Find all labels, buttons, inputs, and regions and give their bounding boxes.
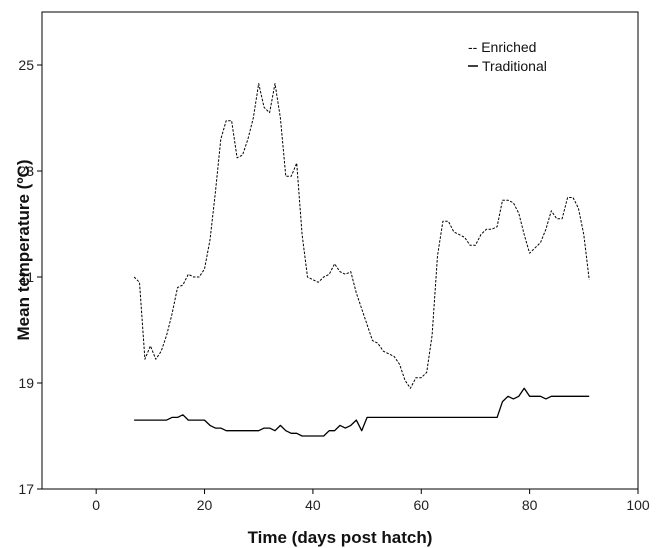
y-tick-label: 19	[18, 375, 34, 391]
series-line-traditional	[134, 387, 590, 437]
x-tick-label: 0	[92, 497, 100, 513]
legend-item-enriched: -- Enriched	[468, 39, 536, 55]
y-tick-label: 23	[18, 163, 34, 179]
x-axis: 0 20 40 60 80 100	[92, 489, 650, 513]
y-tick-label: 25	[18, 57, 34, 73]
y-tick-label: 21	[18, 269, 34, 285]
x-tick-label: 40	[305, 497, 321, 513]
legend-item-traditional: Traditional	[482, 58, 547, 74]
x-tick-label: 100	[626, 497, 650, 513]
x-tick-label: 20	[197, 497, 213, 513]
y-axis-title: Mean temperature (ºC)	[14, 160, 33, 341]
series-line-enriched	[133, 83, 590, 389]
plot-frame	[41, 11, 639, 490]
x-tick-label: 60	[413, 497, 429, 513]
y-axis: 17 19 21 23 25	[18, 57, 42, 497]
series-layer	[133, 83, 590, 437]
x-tick-label: 80	[522, 497, 538, 513]
y-tick-label: 17	[18, 481, 34, 497]
legend: -- Enriched Traditional	[468, 39, 547, 74]
x-axis-title: Time (days post hatch)	[248, 528, 433, 547]
